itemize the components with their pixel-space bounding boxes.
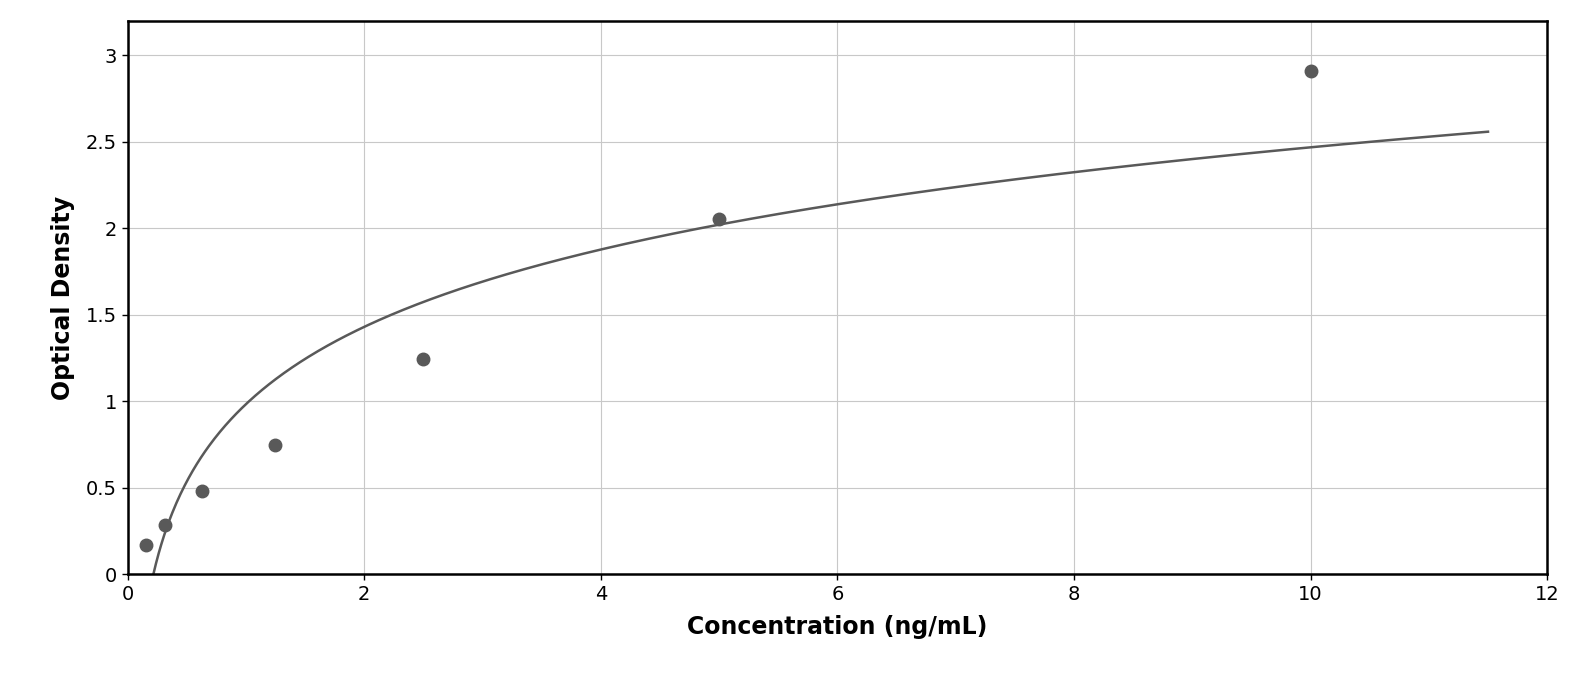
Point [263, 440, 289, 451]
Point [134, 539, 160, 550]
Point [1298, 65, 1324, 76]
Point [188, 486, 214, 497]
X-axis label: Concentration (ng/mL): Concentration (ng/mL) [687, 615, 987, 639]
Y-axis label: Optical Density: Optical Density [51, 196, 75, 399]
Point [707, 213, 732, 224]
Point [152, 520, 177, 531]
Point [410, 354, 435, 365]
